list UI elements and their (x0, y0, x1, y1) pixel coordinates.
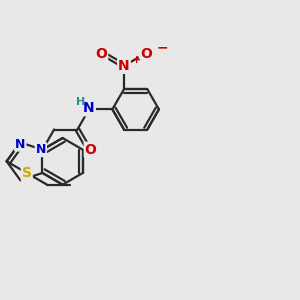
Text: O: O (140, 47, 152, 61)
Text: −: − (157, 40, 168, 55)
Text: H: H (76, 97, 86, 107)
Text: N: N (15, 138, 26, 151)
Text: N: N (83, 101, 95, 116)
Text: S: S (22, 166, 32, 180)
Text: N: N (118, 59, 130, 73)
Text: O: O (85, 143, 97, 157)
Text: N: N (36, 143, 46, 156)
Text: +: + (132, 55, 141, 65)
Text: O: O (95, 47, 107, 61)
